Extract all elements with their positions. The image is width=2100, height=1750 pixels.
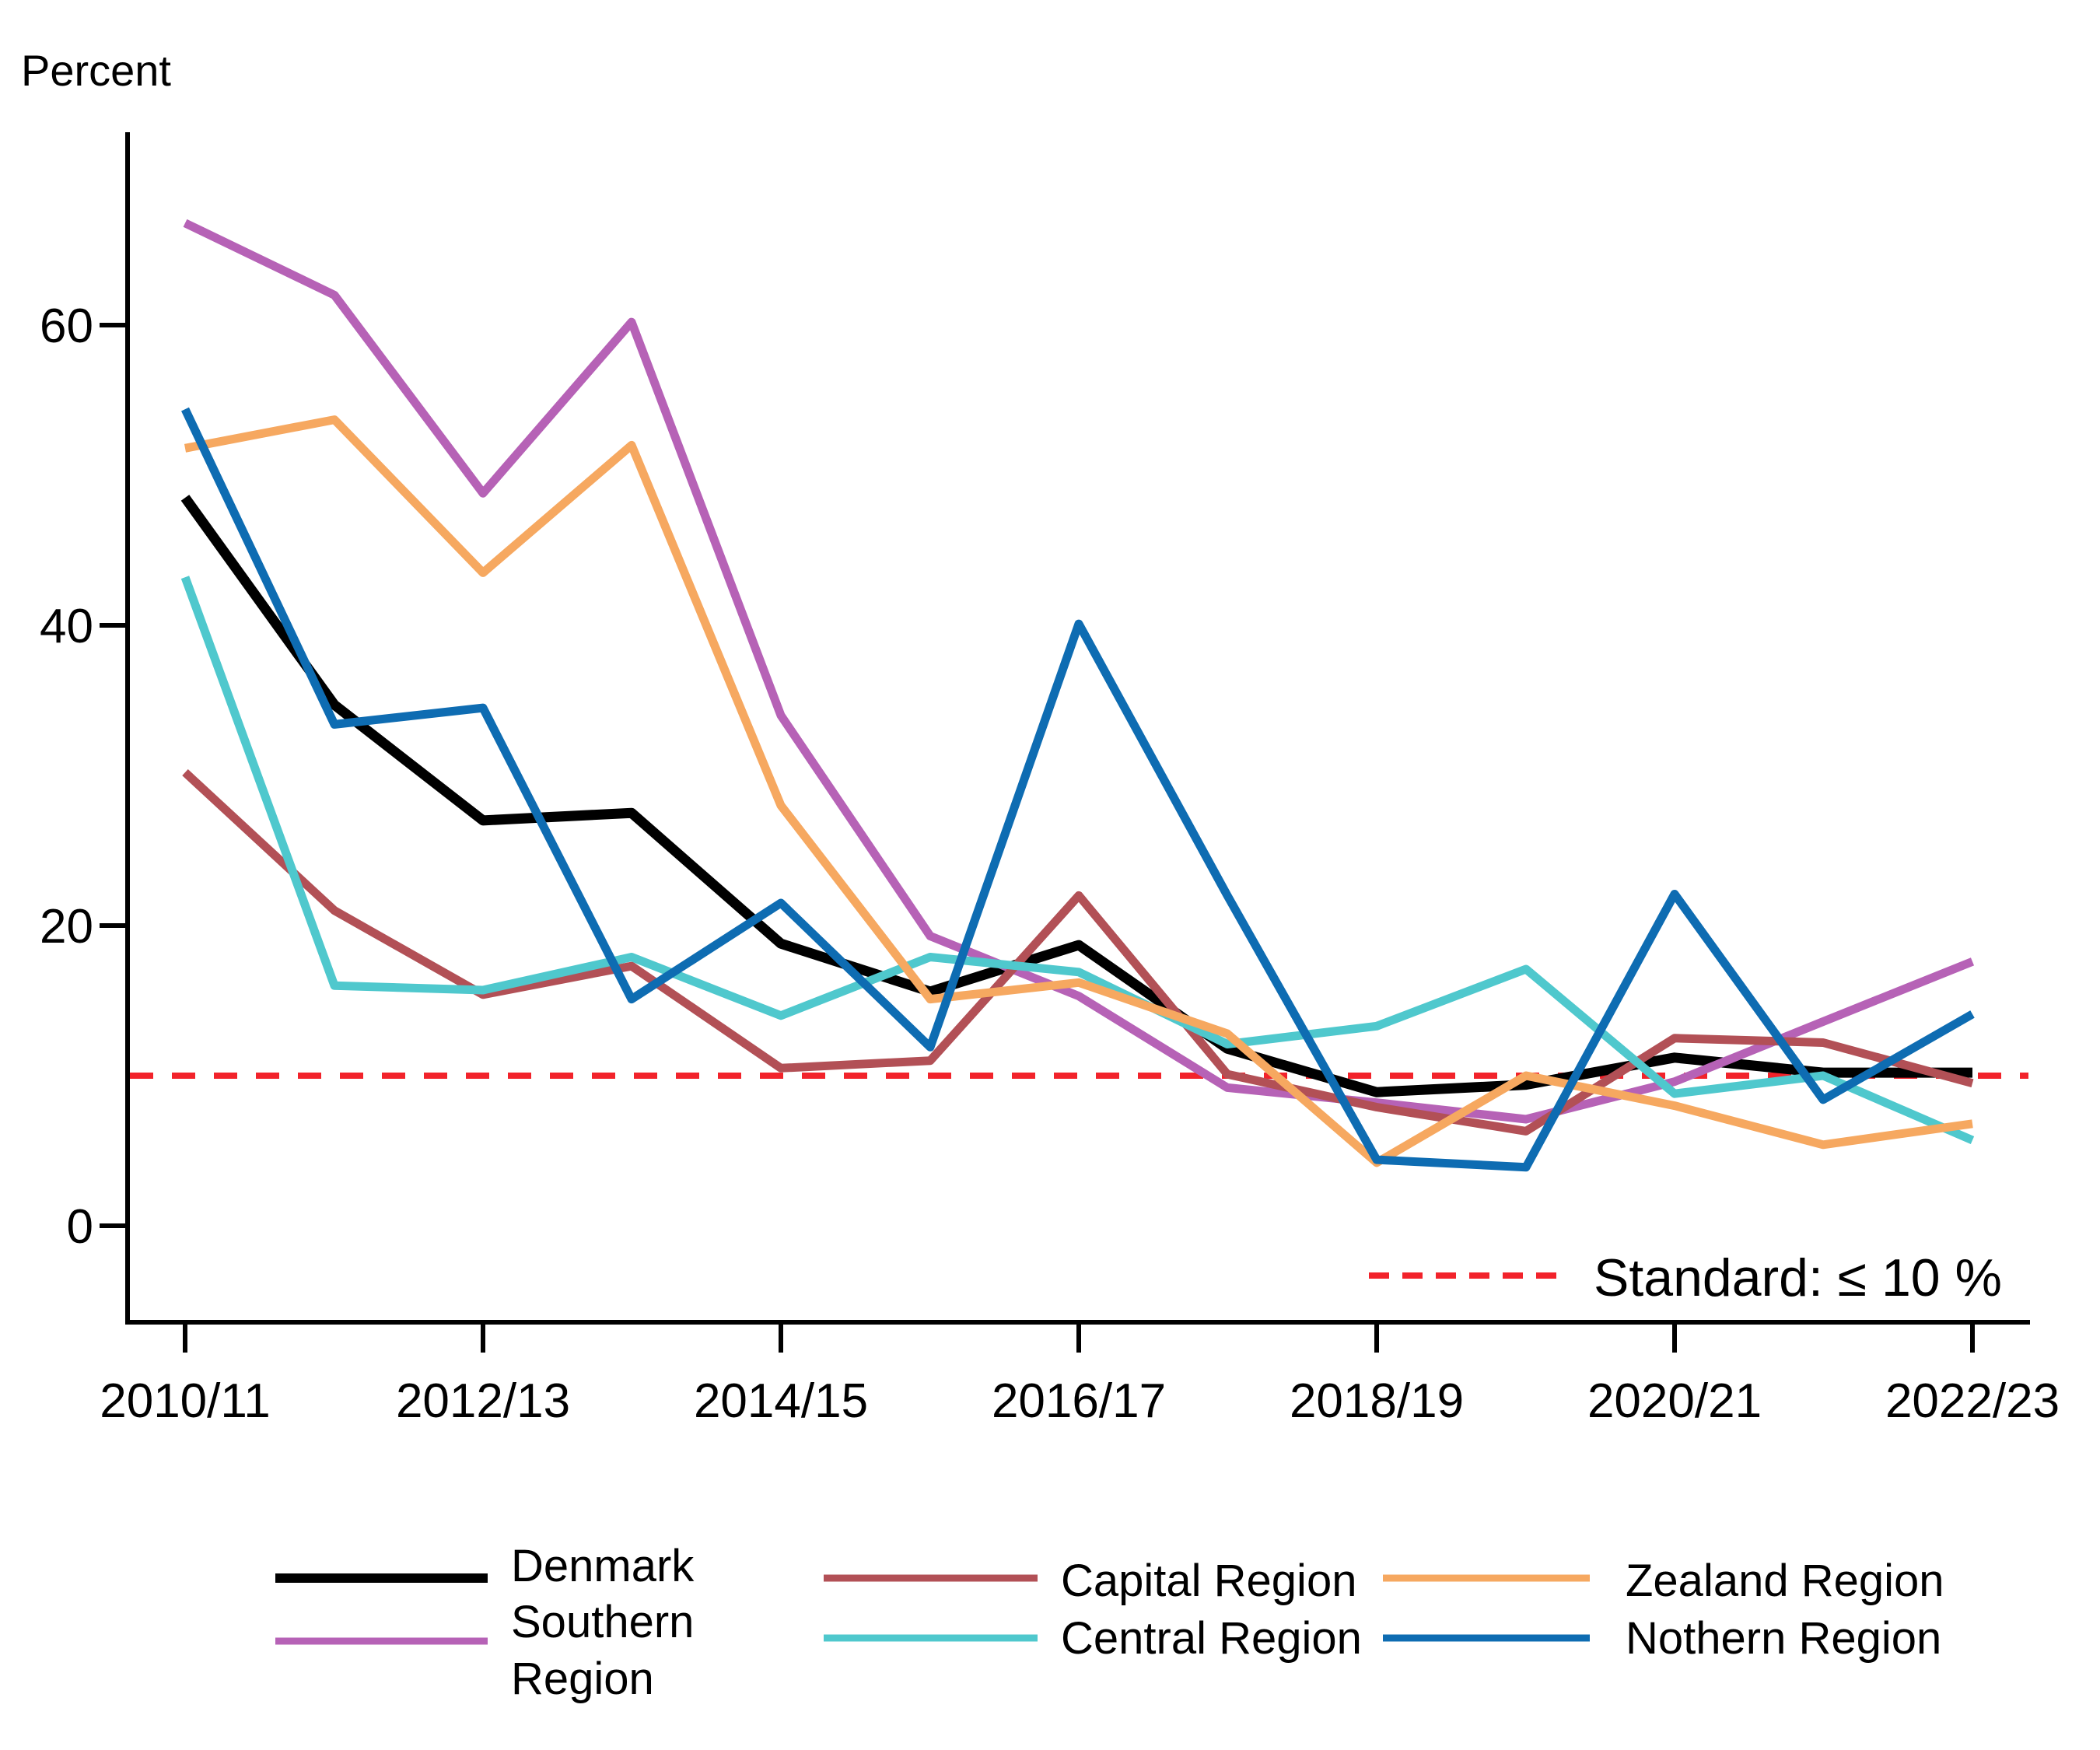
svg-text:Percent: Percent	[21, 46, 171, 95]
svg-text:20: 20	[40, 900, 93, 954]
svg-text:2014/15: 2014/15	[694, 1374, 868, 1428]
svg-text:Nothern Region: Nothern Region	[1626, 1613, 1941, 1664]
svg-text:2020/21: 2020/21	[1587, 1374, 1762, 1428]
svg-text:40: 40	[40, 600, 93, 653]
svg-text:Southern: Southern	[511, 1597, 694, 1647]
svg-text:60: 60	[40, 299, 93, 353]
svg-text:Central Region: Central Region	[1061, 1613, 1362, 1664]
svg-text:Standard: ≤ 10 %: Standard: ≤ 10 %	[1594, 1248, 2002, 1307]
svg-text:Region: Region	[511, 1654, 654, 1704]
svg-text:2022/23: 2022/23	[1885, 1374, 2060, 1428]
svg-text:Zealand Region: Zealand Region	[1626, 1556, 1944, 1606]
svg-text:0: 0	[67, 1200, 93, 1254]
svg-text:2010/11: 2010/11	[100, 1374, 271, 1428]
svg-text:2016/17: 2016/17	[992, 1374, 1166, 1428]
svg-text:2018/19: 2018/19	[1290, 1374, 1464, 1428]
svg-text:Denmark: Denmark	[511, 1541, 695, 1591]
svg-text:Capital Region: Capital Region	[1061, 1556, 1356, 1606]
svg-text:2012/13: 2012/13	[396, 1374, 570, 1428]
